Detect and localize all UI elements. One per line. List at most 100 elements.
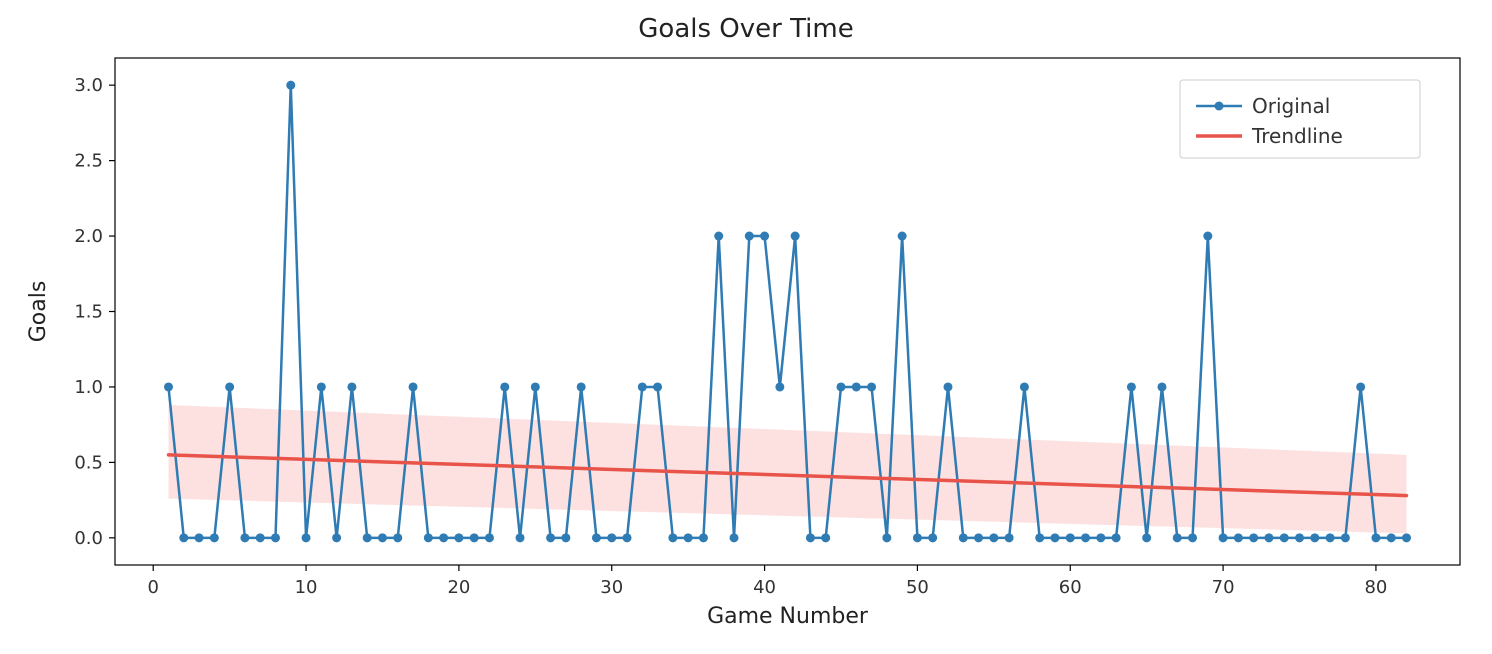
- y-tick-label: 1.5: [74, 302, 103, 323]
- chart-container: Goals Over Time 010203040506070800.00.51…: [0, 0, 1492, 654]
- original-marker: [210, 533, 219, 542]
- original-marker: [714, 232, 723, 241]
- y-tick-label: 2.5: [74, 151, 103, 172]
- original-marker: [240, 533, 249, 542]
- original-marker: [1188, 533, 1197, 542]
- x-tick-label: 40: [753, 577, 776, 598]
- original-marker: [1066, 533, 1075, 542]
- original-marker: [1341, 533, 1350, 542]
- original-marker: [424, 533, 433, 542]
- x-tick-label: 50: [906, 577, 929, 598]
- original-marker: [317, 382, 326, 391]
- original-marker: [730, 533, 739, 542]
- original-marker: [1264, 533, 1273, 542]
- original-marker: [1249, 533, 1258, 542]
- original-marker: [577, 382, 586, 391]
- original-marker: [1234, 533, 1243, 542]
- original-marker: [225, 382, 234, 391]
- original-marker: [363, 533, 372, 542]
- original-marker: [485, 533, 494, 542]
- legend-marker-original: [1215, 102, 1224, 111]
- original-marker: [1035, 533, 1044, 542]
- original-marker: [1295, 533, 1304, 542]
- original-marker: [1005, 533, 1014, 542]
- y-tick-label: 0.5: [74, 452, 103, 473]
- original-marker: [607, 533, 616, 542]
- original-marker: [913, 533, 922, 542]
- original-marker: [974, 533, 983, 542]
- original-marker: [1096, 533, 1105, 542]
- original-marker: [1326, 533, 1335, 542]
- original-marker: [775, 382, 784, 391]
- legend-label-trend: Trendline: [1251, 124, 1343, 148]
- original-marker: [1127, 382, 1136, 391]
- original-marker: [592, 533, 601, 542]
- x-tick-label: 60: [1059, 577, 1082, 598]
- original-marker: [332, 533, 341, 542]
- original-marker: [959, 533, 968, 542]
- original-marker: [454, 533, 463, 542]
- original-marker: [393, 533, 402, 542]
- y-tick-label: 1.0: [74, 377, 103, 398]
- original-marker: [653, 382, 662, 391]
- legend-label-original: Original: [1252, 94, 1330, 118]
- original-marker: [195, 533, 204, 542]
- original-marker: [806, 533, 815, 542]
- original-marker: [1402, 533, 1411, 542]
- original-marker: [256, 533, 265, 542]
- original-marker: [164, 382, 173, 391]
- y-axis-label: Goals: [26, 281, 51, 343]
- original-marker: [821, 533, 830, 542]
- original-marker: [546, 533, 555, 542]
- original-marker: [791, 232, 800, 241]
- original-marker: [836, 382, 845, 391]
- original-marker: [699, 533, 708, 542]
- original-marker: [1310, 533, 1319, 542]
- original-marker: [867, 382, 876, 391]
- original-marker: [943, 382, 952, 391]
- original-marker: [668, 533, 677, 542]
- x-tick-label: 70: [1212, 577, 1235, 598]
- original-marker: [378, 533, 387, 542]
- original-marker: [439, 533, 448, 542]
- original-marker: [409, 382, 418, 391]
- original-marker: [989, 533, 998, 542]
- original-marker: [1112, 533, 1121, 542]
- original-marker: [302, 533, 311, 542]
- original-marker: [561, 533, 570, 542]
- x-tick-label: 80: [1364, 577, 1387, 598]
- y-tick-label: 2.0: [74, 226, 103, 247]
- original-marker: [531, 382, 540, 391]
- x-tick-label: 0: [147, 577, 158, 598]
- original-marker: [1219, 533, 1228, 542]
- original-marker: [928, 533, 937, 542]
- original-marker: [1356, 382, 1365, 391]
- original-marker: [623, 533, 632, 542]
- original-marker: [1280, 533, 1289, 542]
- x-tick-label: 20: [447, 577, 470, 598]
- original-marker: [745, 232, 754, 241]
- original-marker: [1387, 533, 1396, 542]
- chart-svg: 0 10 20 30 40 50 60 70 80 0.0 0.5 1.0 1.5 2.0 2.5 3.0 Ga…: [0, 0, 1492, 654]
- y-tick-label: 3.0: [74, 75, 103, 96]
- original-marker: [638, 382, 647, 391]
- original-marker: [271, 533, 280, 542]
- original-marker: [1081, 533, 1090, 542]
- x-tick-label: 10: [295, 577, 318, 598]
- x-tick-label: 30: [600, 577, 623, 598]
- legend: Original Trendline: [1180, 80, 1420, 158]
- original-marker: [516, 533, 525, 542]
- original-marker: [1173, 533, 1182, 542]
- original-marker: [760, 232, 769, 241]
- original-marker: [882, 533, 891, 542]
- original-marker: [1050, 533, 1059, 542]
- original-marker: [470, 533, 479, 542]
- original-marker: [1142, 533, 1151, 542]
- original-marker: [684, 533, 693, 542]
- original-marker: [898, 232, 907, 241]
- original-marker: [500, 382, 509, 391]
- x-axis-label: Game Number: [707, 604, 869, 629]
- y-tick-label: 0.0: [74, 528, 103, 549]
- original-marker: [1203, 232, 1212, 241]
- original-marker: [286, 81, 295, 90]
